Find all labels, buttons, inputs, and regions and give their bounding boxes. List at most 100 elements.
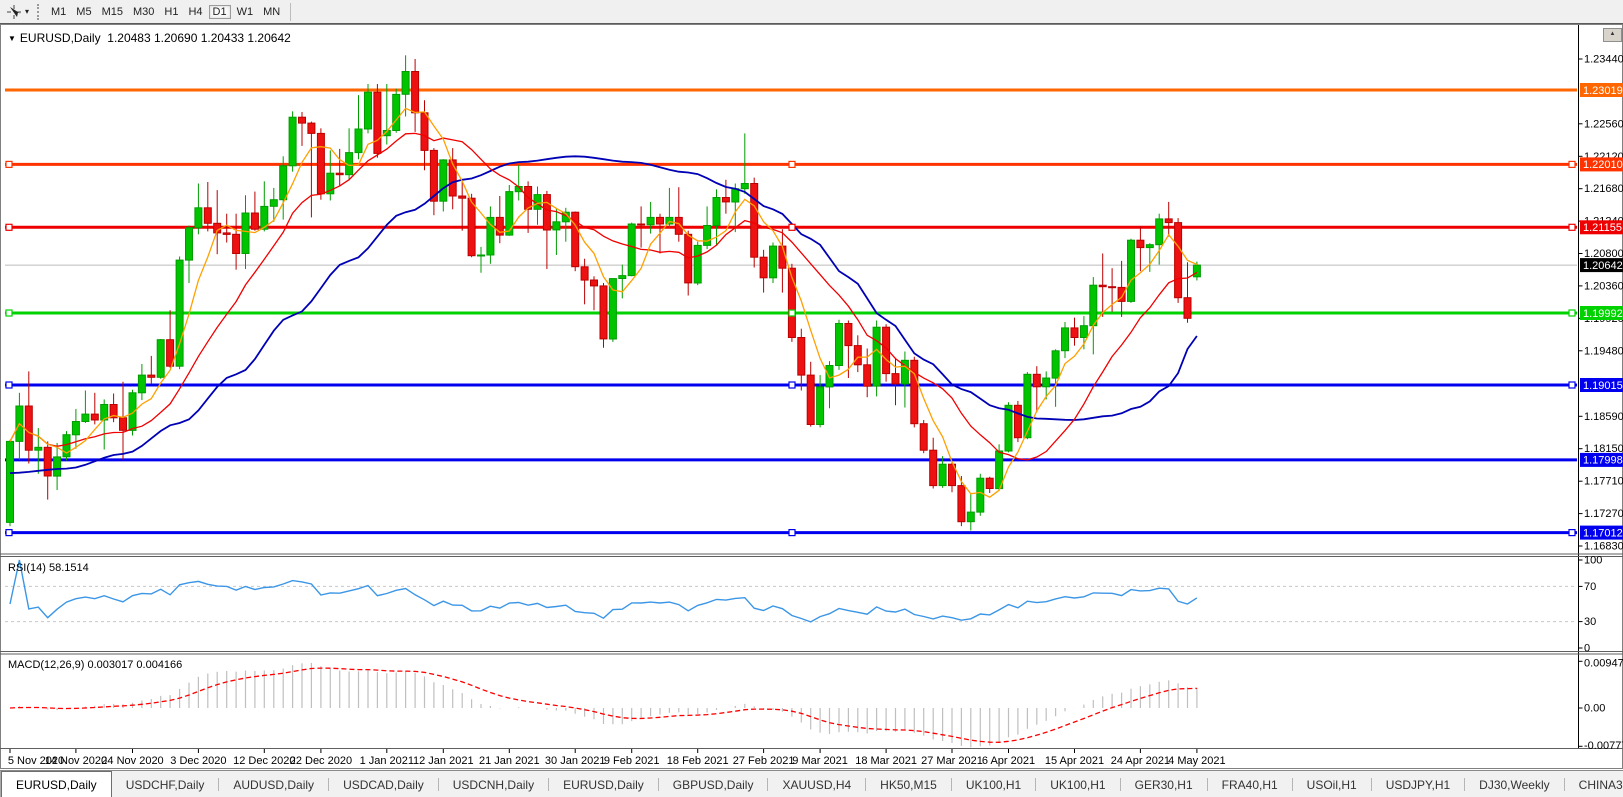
- timeframe-button-d1[interactable]: D1: [208, 4, 231, 19]
- rsi-indicator-label: RSI(14) 58.1514: [8, 562, 89, 574]
- svg-text:1.19992: 1.19992: [1583, 308, 1623, 320]
- price-axis[interactable]: 1.234401.225601.221201.216801.212401.208…: [1578, 54, 1623, 753]
- level-selection-handles[interactable]: [5, 160, 1576, 537]
- svg-text:1.17270: 1.17270: [1584, 508, 1623, 520]
- timeframe-button-m1[interactable]: M1: [51, 5, 67, 18]
- timeframe-button-m30[interactable]: M30: [132, 5, 155, 18]
- timeframe-button-m15[interactable]: M15: [101, 5, 123, 18]
- chart-cursor-icon[interactable]: [4, 3, 24, 21]
- tab-divider: [865, 778, 867, 791]
- axis-scroll-up-button[interactable]: ▲: [1603, 28, 1622, 42]
- svg-text:12 Jan 2021: 12 Jan 2021: [413, 755, 474, 767]
- tab-divider: [548, 778, 550, 791]
- tab-divider: [1206, 778, 1208, 791]
- chart-header: ▼ EURUSD,Daily 1.20483 1.20690 1.20433 1.…: [8, 31, 291, 45]
- svg-text:27 Mar 2021: 27 Mar 2021: [921, 755, 983, 767]
- svg-text:70: 70: [1584, 581, 1596, 593]
- svg-text:3 Dec 2020: 3 Dec 2020: [170, 755, 226, 767]
- svg-text:1.17998: 1.17998: [1583, 455, 1623, 467]
- svg-text:1.17012: 1.17012: [1583, 527, 1623, 539]
- svg-text:1.17710: 1.17710: [1584, 476, 1623, 488]
- svg-text:1.20800: 1.20800: [1584, 248, 1623, 260]
- timeframe-button-mn[interactable]: MN: [263, 5, 281, 18]
- tab-divider: [950, 778, 952, 791]
- svg-text:1.21680: 1.21680: [1584, 183, 1623, 195]
- toolbar-grip[interactable]: [37, 3, 40, 20]
- chart-ohlc-values: 1.20483 1.20690 1.20433 1.20642: [107, 31, 291, 45]
- svg-text:9 Mar 2021: 9 Mar 2021: [792, 755, 848, 767]
- symbol-tab-11[interactable]: GER30,H1: [1134, 777, 1193, 792]
- symbol-tab-0[interactable]: EURUSD,Daily: [1, 771, 112, 797]
- svg-text:9 Feb 2021: 9 Feb 2021: [604, 755, 660, 767]
- symbol-tab-6[interactable]: GBPUSD,Daily: [672, 777, 754, 792]
- symbol-tab-16[interactable]: CHINA300,H1: [1578, 777, 1623, 792]
- ma-mid-line: [9, 132, 1198, 461]
- tab-divider: [328, 778, 330, 791]
- symbol-tab-2[interactable]: AUDUSD,Daily: [233, 777, 315, 792]
- tab-divider: [1119, 778, 1121, 791]
- svg-text:0.009478: 0.009478: [1584, 658, 1623, 670]
- timeframe-button-h4[interactable]: H4: [188, 5, 203, 18]
- timeframe-button-h1[interactable]: H1: [164, 5, 179, 18]
- timeframe-button-m5[interactable]: M5: [76, 5, 92, 18]
- svg-text:1.19480: 1.19480: [1584, 345, 1623, 357]
- tab-divider: [1035, 778, 1037, 791]
- tab-divider: [1291, 778, 1293, 791]
- ma-slow-line: [9, 155, 1198, 474]
- svg-text:0: 0: [1584, 643, 1590, 655]
- symbol-tab-15[interactable]: DJ30,Weekly: [1479, 777, 1550, 792]
- timeframe-buttons: M1 M5 M15 M30 H1 H4 D1 W1 MN: [46, 2, 285, 22]
- svg-text:1 Jan 2021: 1 Jan 2021: [360, 755, 414, 767]
- svg-text:1.16830: 1.16830: [1584, 541, 1623, 553]
- svg-text:1.18150: 1.18150: [1584, 443, 1623, 455]
- svg-text:18 Feb 2021: 18 Feb 2021: [667, 755, 729, 767]
- svg-text:5 Nov 2020: 5 Nov 2020: [8, 755, 64, 767]
- collapse-triangle-icon[interactable]: ▼: [8, 34, 16, 43]
- symbol-tab-10[interactable]: UK100,H1: [1050, 777, 1106, 792]
- cursor-dropdown-icon[interactable]: ▾: [25, 7, 30, 16]
- symbol-tab-8[interactable]: HK50,M15: [880, 777, 937, 792]
- timeframe-toolbar: ▾ M1 M5 M15 M30 H1 H4 D1 W1 MN: [0, 0, 1623, 24]
- symbol-tab-1[interactable]: USDCHF,Daily: [125, 777, 205, 792]
- symbol-tab-12[interactable]: FRA40,H1: [1221, 777, 1278, 792]
- macd-signal-line: [9, 667, 1197, 743]
- svg-text:100: 100: [1584, 555, 1602, 567]
- svg-text:24 Nov 2020: 24 Nov 2020: [101, 755, 163, 767]
- svg-text:6 Apr 2021: 6 Apr 2021: [982, 755, 1035, 767]
- rsi-panel: [5, 559, 1577, 623]
- symbol-tab-5[interactable]: EURUSD,Daily: [563, 777, 644, 792]
- symbol-tab-bar: EURUSD,Daily USDCHF,Daily AUDUSD,Daily USDC…: [0, 770, 1623, 797]
- svg-text:1.19015: 1.19015: [1583, 380, 1623, 392]
- symbol-tab-14[interactable]: USDJPY,H1: [1385, 777, 1451, 792]
- svg-text:1.22560: 1.22560: [1584, 118, 1623, 130]
- tab-divider: [767, 778, 769, 791]
- symbol-tab-13[interactable]: USOil,H1: [1306, 777, 1357, 792]
- rsi-line: [9, 559, 1198, 623]
- symbol-tab-3[interactable]: USDCAD,Daily: [343, 777, 424, 792]
- svg-text:1.23019: 1.23019: [1583, 85, 1623, 97]
- svg-text:0.00: 0.00: [1584, 703, 1605, 715]
- symbol-tab-9[interactable]: UK100,H1: [965, 777, 1022, 792]
- macd-indicator-label: MACD(12,26,9) 0.003017 0.004166: [8, 659, 183, 671]
- tab-bar-edge: [0, 771, 1, 797]
- svg-text:27 Feb 2021: 27 Feb 2021: [733, 755, 795, 767]
- svg-text:15 Apr 2021: 15 Apr 2021: [1045, 755, 1104, 767]
- svg-text:22 Dec 2020: 22 Dec 2020: [290, 755, 352, 767]
- svg-text:1.23440: 1.23440: [1584, 54, 1623, 66]
- svg-text:24 Apr 2021: 24 Apr 2021: [1111, 755, 1170, 767]
- svg-text:-0.007778: -0.007778: [1584, 740, 1623, 752]
- symbol-tab-4[interactable]: USDCNH,Daily: [452, 777, 535, 792]
- svg-text:1.18590: 1.18590: [1584, 411, 1623, 423]
- svg-text:12 Dec 2020: 12 Dec 2020: [233, 755, 295, 767]
- timeframe-button-w1[interactable]: W1: [236, 5, 254, 18]
- tab-divider: [437, 778, 439, 791]
- svg-text:30: 30: [1584, 616, 1596, 628]
- svg-text:1.21155: 1.21155: [1583, 222, 1622, 234]
- tab-divider: [1464, 778, 1466, 791]
- tab-divider: [1563, 778, 1565, 791]
- symbol-tab-7[interactable]: XAUUSD,H4: [782, 777, 852, 792]
- symbol-tabs: EURUSD,Daily USDCHF,Daily AUDUSD,Daily USDC…: [1, 771, 1623, 797]
